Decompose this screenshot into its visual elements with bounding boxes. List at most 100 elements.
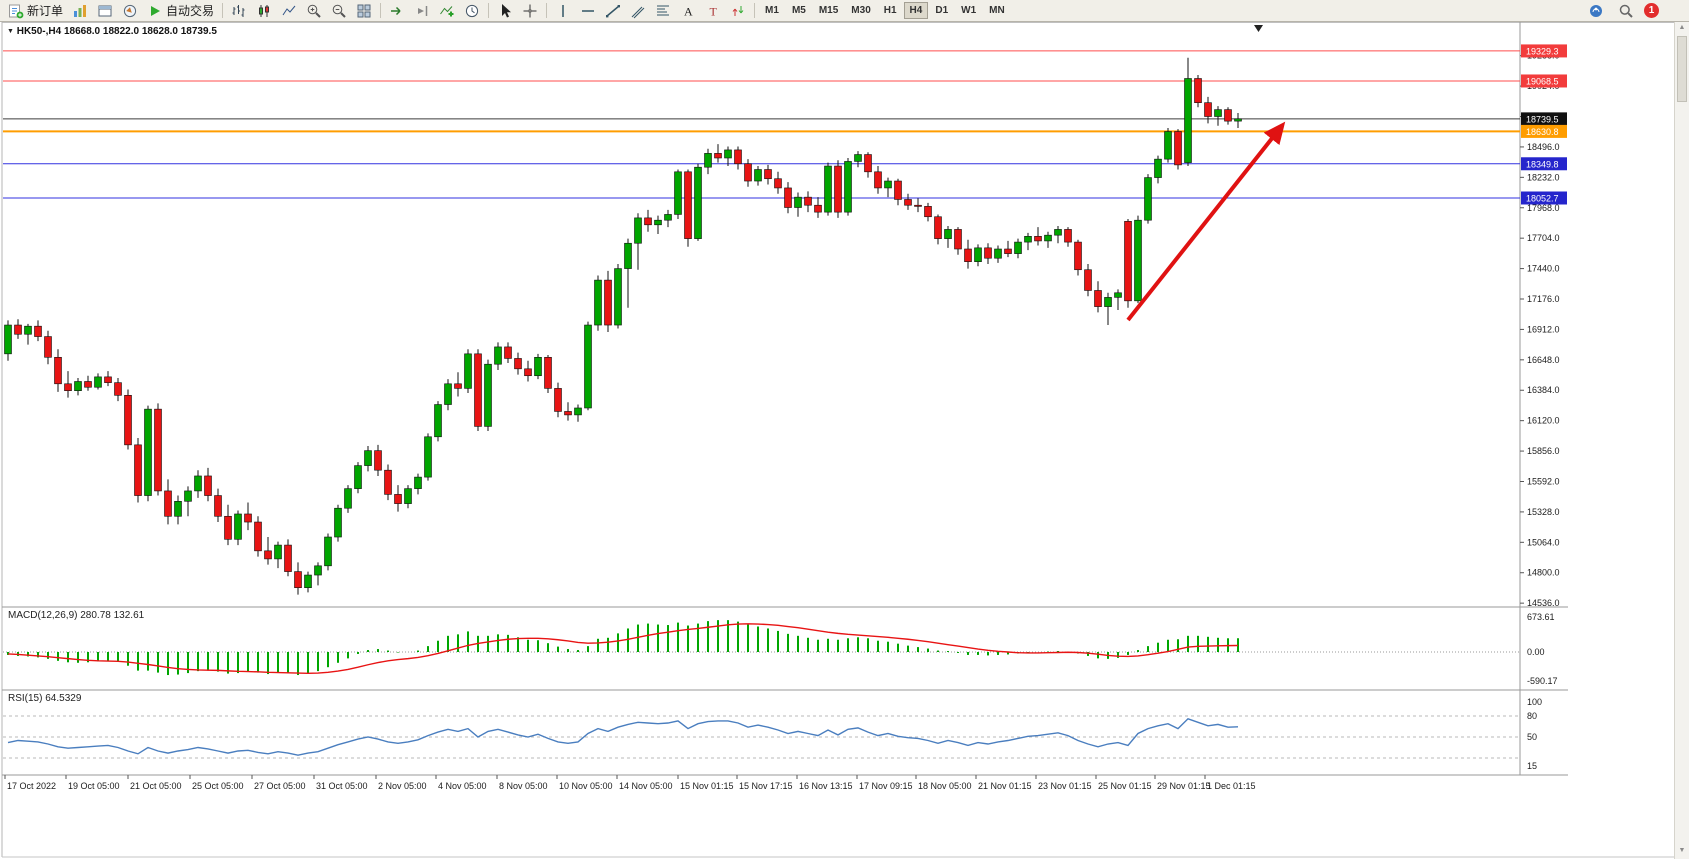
trendline-button[interactable]	[601, 0, 625, 21]
svg-text:15 Nov 17:15: 15 Nov 17:15	[739, 781, 793, 791]
zoom-out-button[interactable]	[327, 0, 351, 21]
auto-trading-icon	[151, 5, 161, 16]
data-window-button[interactable]	[93, 0, 117, 21]
indicators-button[interactable]	[435, 0, 459, 21]
candlestick-chart-button[interactable]	[252, 0, 276, 21]
svg-text:17176.0: 17176.0	[1527, 294, 1560, 304]
svg-text:10 Nov 05:00: 10 Nov 05:00	[559, 781, 613, 791]
svg-text:14536.0: 14536.0	[1527, 598, 1560, 608]
community-button[interactable]	[1584, 0, 1608, 21]
fibonacci-button[interactable]	[651, 0, 675, 21]
tf-button-m30[interactable]: M30	[851, 5, 871, 16]
notification-badge[interactable]: 1	[1644, 3, 1659, 18]
svg-text:15328.0: 15328.0	[1527, 507, 1560, 517]
new-order-button[interactable]: 新订单	[4, 0, 67, 21]
bar-chart-button[interactable]	[227, 0, 251, 21]
zoom-in-icon	[307, 4, 321, 18]
tf-button-m15[interactable]: M15	[818, 5, 839, 16]
horizontal-line-button[interactable]	[576, 0, 600, 21]
search-icon	[1619, 4, 1633, 18]
svg-text:50: 50	[1527, 732, 1537, 742]
channel-button[interactable]	[626, 0, 650, 21]
line-chart-button[interactable]	[277, 0, 301, 21]
scroll-down-button[interactable]: ▼	[1678, 847, 1686, 854]
svg-text:16 Nov 13:15: 16 Nov 13:15	[799, 781, 853, 791]
tf-button-d1[interactable]: D1	[935, 5, 949, 16]
text-label-icon: T	[710, 4, 718, 18]
crosshair-button[interactable]	[518, 0, 542, 21]
toolbar-right-group: 1	[1584, 0, 1659, 21]
svg-text:17 Oct 2022: 17 Oct 2022	[7, 781, 56, 791]
auto-trading-button[interactable]: 自动交易	[143, 0, 218, 21]
tf-button-m1[interactable]: M1	[765, 5, 779, 16]
chart-shift-button[interactable]	[410, 0, 434, 21]
tile-windows-icon	[357, 4, 371, 17]
arrows-tool-icon	[732, 5, 744, 16]
toolbar-separator	[488, 3, 490, 18]
tile-windows-button[interactable]	[352, 0, 376, 21]
scroll-thumb[interactable]	[1677, 36, 1687, 102]
svg-text:25 Nov 01:15: 25 Nov 01:15	[1098, 781, 1152, 791]
macd-signal-value: 132.61	[113, 610, 145, 621]
arrows-tool-button[interactable]	[726, 0, 750, 21]
zoom-in-button[interactable]	[302, 0, 326, 21]
auto-trading-label: 自动交易	[166, 4, 215, 18]
market-watch-button[interactable]	[68, 0, 92, 21]
community-icon	[1590, 4, 1602, 17]
new-order-label: 新订单	[27, 4, 64, 18]
svg-text:16912.0: 16912.0	[1527, 324, 1560, 334]
channel-icon	[631, 6, 645, 18]
auto-scroll-button[interactable]	[385, 0, 409, 21]
svg-text:14800.0: 14800.0	[1527, 568, 1560, 578]
svg-text:0.00: 0.00	[1527, 647, 1545, 657]
svg-text:18496.0: 18496.0	[1527, 142, 1560, 152]
crosshair-icon	[523, 4, 537, 17]
tf-button-mn[interactable]: MN	[989, 5, 1005, 16]
svg-text:8 Nov 05:00: 8 Nov 05:00	[499, 781, 548, 791]
svg-text:27 Oct 05:00: 27 Oct 05:00	[254, 781, 306, 791]
chart-ohlc-values: 18668.0 18822.0 18628.0 18739.5	[63, 26, 217, 37]
svg-text:2 Nov 05:00: 2 Nov 05:00	[378, 781, 427, 791]
svg-text:18349.8: 18349.8	[1526, 159, 1559, 169]
svg-text:18232.0: 18232.0	[1527, 172, 1560, 182]
vertical-line-icon	[562, 4, 564, 17]
svg-text:29 Nov 01:15: 29 Nov 01:15	[1157, 781, 1211, 791]
svg-text:18 Nov 05:00: 18 Nov 05:00	[918, 781, 972, 791]
svg-text:21 Oct 05:00: 21 Oct 05:00	[130, 781, 182, 791]
text-label-button[interactable]: T	[701, 0, 725, 21]
text-button[interactable]: A	[676, 0, 700, 21]
navigator-icon	[123, 4, 137, 17]
toolbar-separator	[222, 3, 224, 18]
candlestick-chart-icon	[259, 4, 270, 17]
svg-text:17704.0: 17704.0	[1527, 233, 1560, 243]
tf-button-w1[interactable]: W1	[961, 5, 977, 16]
macd-name: MACD(12,26,9)	[8, 610, 78, 621]
toolbar: 新订单 自动交易 A T M1 M5 M15 M30 H1 H4 D1 W1 M…	[0, 0, 1689, 22]
search-button[interactable]	[1614, 0, 1638, 21]
svg-text:16648.0: 16648.0	[1527, 355, 1560, 365]
svg-text:4 Nov 05:00: 4 Nov 05:00	[438, 781, 487, 791]
rsi-value: 64.5329	[45, 693, 82, 704]
svg-text:17 Nov 09:15: 17 Nov 09:15	[859, 781, 913, 791]
tf-button-h1[interactable]: H1	[883, 5, 897, 16]
svg-text:19 Oct 05:00: 19 Oct 05:00	[68, 781, 120, 791]
svg-text:19329.3: 19329.3	[1526, 46, 1559, 56]
vertical-scrollbar[interactable]: ▲ ▼	[1674, 21, 1689, 859]
svg-text:-590.17: -590.17	[1527, 676, 1558, 686]
navigator-button[interactable]	[118, 0, 142, 21]
chart-symbol-period: HK50-,H4	[16, 26, 62, 37]
svg-text:18052.7: 18052.7	[1526, 193, 1559, 203]
scroll-up-button[interactable]: ▲	[1678, 24, 1686, 31]
vertical-line-button[interactable]	[551, 0, 575, 21]
cursor-icon	[502, 3, 512, 17]
cursor-button[interactable]	[493, 0, 517, 21]
svg-text:100: 100	[1527, 697, 1542, 707]
periods-button[interactable]	[460, 0, 484, 21]
tf-button-h4[interactable]: H4	[903, 2, 929, 19]
svg-text:T: T	[710, 4, 718, 18]
tf-button-m5[interactable]: M5	[791, 5, 806, 16]
svg-text:17968.0: 17968.0	[1527, 203, 1560, 213]
rsi-indicator-label: RSI(15) 64.5329	[8, 693, 81, 704]
svg-text:23 Nov 01:15: 23 Nov 01:15	[1038, 781, 1092, 791]
